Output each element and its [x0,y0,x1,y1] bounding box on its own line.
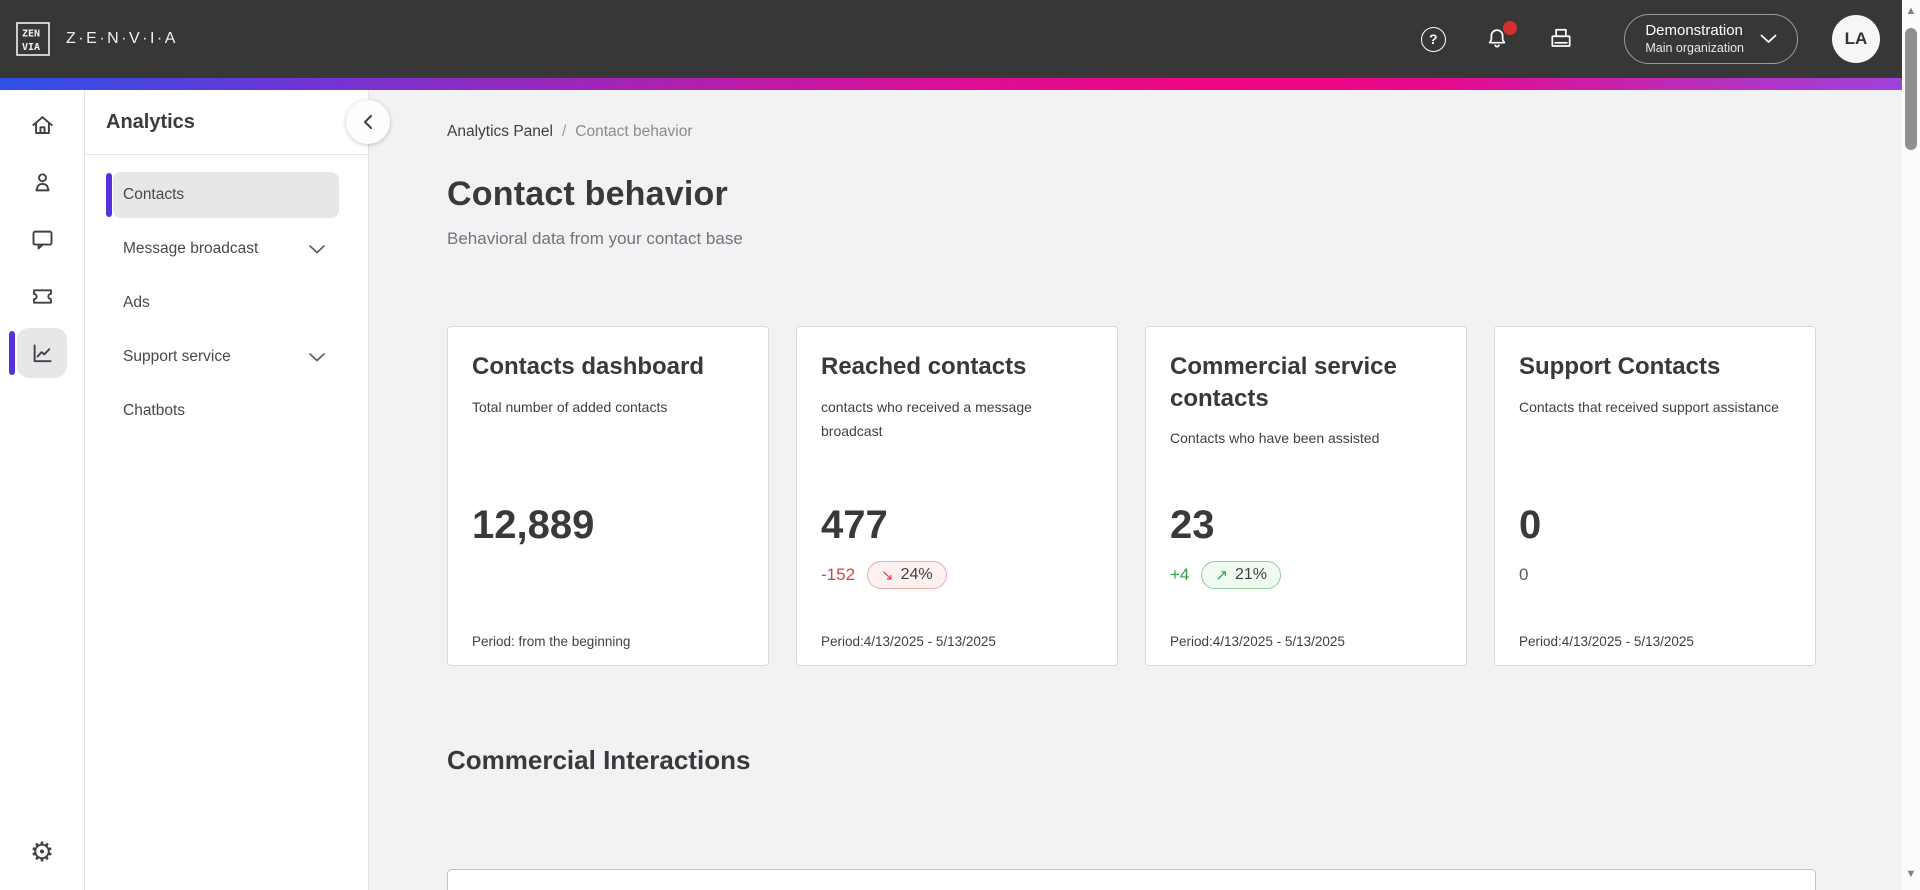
scroll-up-arrow-icon[interactable]: ▲ [1905,5,1917,17]
user-avatar[interactable]: LA [1832,15,1880,63]
rail-item-contacts[interactable] [0,157,85,207]
print-button[interactable] [1546,24,1576,54]
main-content: Analytics Panel / Contact behavior Conta… [369,90,1920,890]
delta-value: 0 [1519,565,1529,584]
home-icon [31,115,53,134]
card-contacts-dashboard: Contacts dashboard Total number of added… [447,326,769,666]
sidebar-item-message-broadcast[interactable]: Message broadcast [113,226,339,272]
card-title: Support Contacts [1519,353,1721,380]
brand-name: Z·E·N·V·I·A [66,30,178,47]
scroll-down-arrow-icon[interactable]: ▼ [1905,868,1917,880]
chevron-down-icon [1760,34,1777,43]
sidebar-item-support-service[interactable]: Support service [113,334,339,380]
chevron-down-icon [309,352,325,361]
trend-percentage: 24% [900,566,933,583]
sidebar-item-label: Message broadcast [123,240,259,257]
notifications-button[interactable] [1482,21,1518,54]
sidebar-item-ads[interactable]: Ads [113,280,339,326]
card-trend-row: 0 [1519,559,1528,591]
topbar: ZE N VIA Z·E·N·V·I·A ? De [0,0,1920,78]
chat-bubble-icon [32,230,52,249]
organization-name: Demonstration [1645,21,1743,39]
rail-item-home[interactable] [0,100,85,150]
rail-item-settings[interactable]: ⚙ [0,827,85,877]
svg-text:ZE: ZE [22,29,34,40]
card-trend-row: -152 ↘ 24% [821,559,947,591]
sidebar-item-contacts[interactable]: Contacts [106,172,339,218]
breadcrumb-current: Contact behavior [575,123,693,140]
sidebar-title: Analytics [106,110,195,133]
rail-item-conversations[interactable] [0,214,85,264]
line-chart-icon [33,343,52,362]
card-period: Period:4/13/2025 - 5/13/2025 [1170,634,1345,649]
trend-down-icon: ↘ [881,567,894,584]
card-period: Period:4/13/2025 - 5/13/2025 [1519,634,1694,649]
help-icon: ? [1420,26,1446,52]
sidebar-item-label: Support service [123,348,231,365]
trend-up-icon: ↗ [1215,567,1228,584]
bell-icon [1489,29,1506,48]
card-title: Commercial service contacts [1170,353,1397,412]
card-value: 23 [1170,503,1215,547]
card-trend-row: +4 ↗ 21% [1170,559,1281,591]
zenvia-logo-icon: ZE N VIA [14,20,52,58]
breadcrumb-separator: / [561,123,567,140]
brand-gradient-bar [0,78,1920,90]
trend-badge-up: ↗ 21% [1201,561,1281,589]
ticket-icon [32,288,52,304]
commercial-interactions-card [447,869,1816,890]
card-description: Contacts who have been assisted [1170,430,1380,447]
card-description: Contacts that received support assistanc… [1519,398,1779,415]
sidebar-item-label: Ads [123,294,150,311]
card-title: Reached contacts [821,353,1027,380]
card-commercial-service-contacts: Commercial service contacts Contacts who… [1145,326,1467,666]
card-period: Period: from the beginning [472,634,631,649]
chevron-left-icon [364,115,372,129]
notification-badge [1503,21,1518,35]
help-button[interactable]: ? [1418,24,1448,54]
breadcrumb-analytics-panel[interactable]: Analytics Panel [447,123,553,140]
rail-item-analytics[interactable] [0,328,85,378]
card-value: 477 [821,503,888,547]
delta-value: +4 [1170,565,1190,584]
breadcrumb: Analytics Panel / Contact behavior [447,123,1836,141]
sidebar: Analytics Contacts Message broadcast Ads… [85,90,390,890]
section-heading-commercial-interactions: Commercial Interactions [447,745,751,775]
delta-value: -152 [821,565,856,584]
card-period: Period:4/13/2025 - 5/13/2025 [821,634,996,649]
card-value: 12,889 [472,503,595,547]
sidebar-item-label: Contacts [123,186,185,203]
chevron-down-icon [309,244,325,253]
sidebar-item-chatbots[interactable]: Chatbots [113,388,339,434]
organization-switcher[interactable]: Demonstration Main organization [1624,14,1798,64]
stat-cards-row: Contacts dashboard Total number of added… [447,326,1836,666]
card-reached-contacts: Reached contacts contacts who received a… [796,326,1118,666]
scrollbar-thumb[interactable] [1905,28,1917,150]
card-description: Total number of added contacts [472,398,668,415]
gear-icon: ⚙ [29,836,55,867]
sidebar-item-label: Chatbots [123,402,186,419]
printer-icon [1551,28,1571,47]
brand: ZE N VIA Z·E·N·V·I·A [14,20,178,58]
trend-percentage: 21% [1234,566,1267,583]
page-subtitle: Behavioral data from your contact base [447,229,743,248]
card-support-contacts: Support Contacts Contacts that received … [1494,326,1816,666]
sidebar-collapse-button[interactable] [346,100,390,144]
trend-badge-down: ↘ 24% [867,561,947,589]
card-title: Contacts dashboard [472,353,705,380]
page-title: Contact behavior [447,175,728,213]
icon-rail: ⚙ [0,90,85,890]
svg-text:N: N [34,29,40,40]
card-description: contacts who received a message broadcas… [821,398,1032,440]
organization-subtitle: Main organization [1645,40,1744,55]
person-icon [34,172,50,191]
rail-item-tickets[interactable] [0,271,85,321]
svg-text:VIA: VIA [22,42,40,53]
page-scrollbar[interactable]: ▲ ▼ [1902,0,1920,890]
card-value: 0 [1519,503,1542,547]
